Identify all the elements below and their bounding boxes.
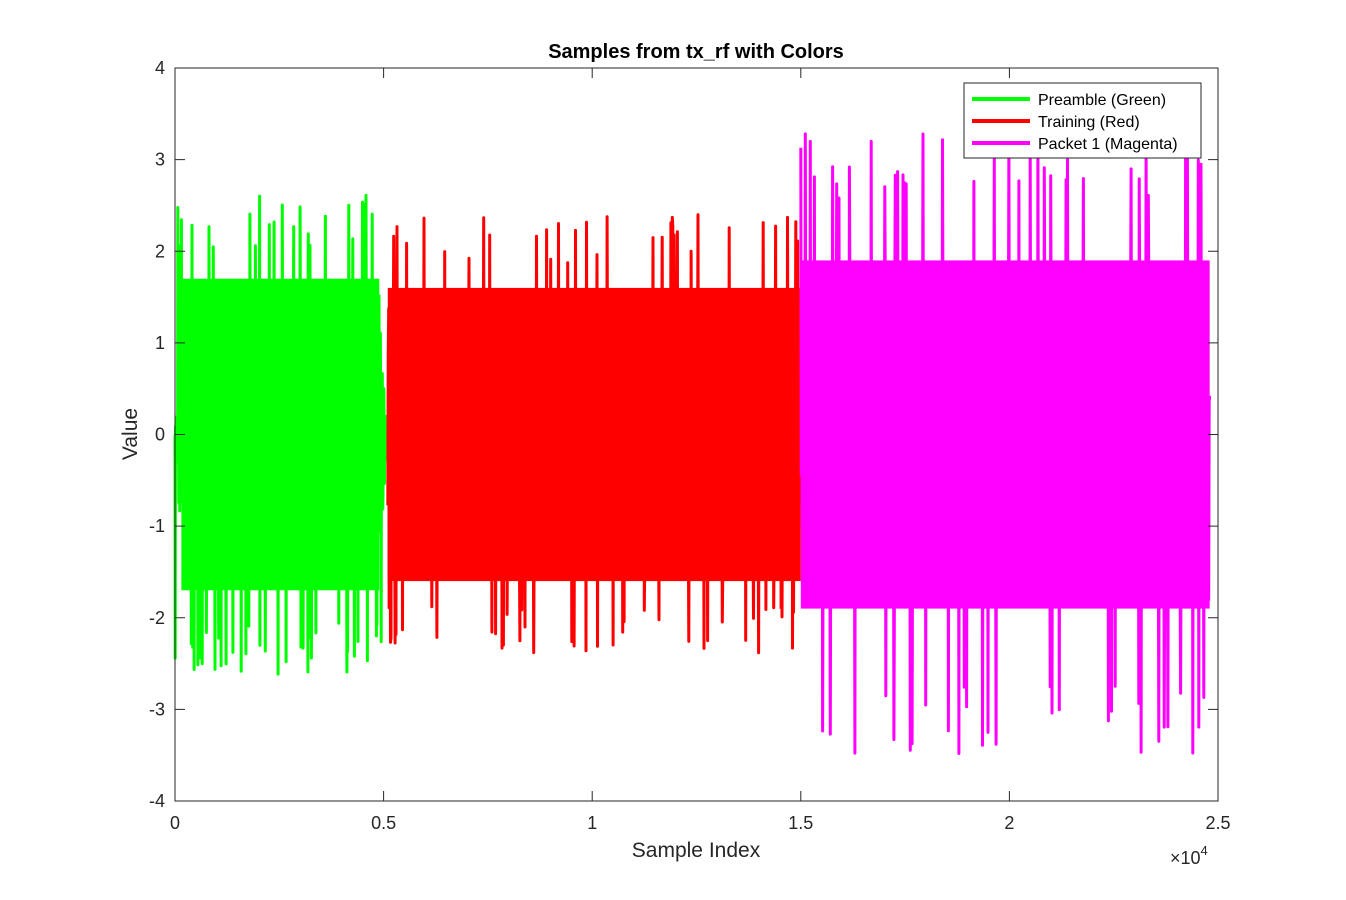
x-axis-exponent-power: 4 bbox=[1201, 843, 1208, 858]
legend: Preamble (Green) Training (Red) Packet 1 (… bbox=[963, 82, 1202, 159]
x-tick-label: 2 bbox=[1004, 813, 1014, 833]
series-band bbox=[800, 260, 1210, 609]
legend-label: Packet 1 (Magenta) bbox=[1038, 136, 1178, 153]
x-tick-label: 0.5 bbox=[371, 813, 396, 833]
ticks-layer: 0 0.5 1 1.5 2 2.5 4 3 2 1 0 -1 -2 -3 -4 bbox=[149, 58, 1231, 833]
y-tick-label: 0 bbox=[155, 425, 165, 445]
y-tick-label: 4 bbox=[155, 58, 165, 78]
x-tick-label: 1.5 bbox=[788, 813, 813, 833]
y-tick-label: -3 bbox=[149, 699, 165, 719]
y-tick-label: 3 bbox=[155, 150, 165, 170]
series-band bbox=[181, 278, 380, 591]
series-line bbox=[799, 132, 1212, 755]
x-tick-label: 0 bbox=[170, 813, 180, 833]
series-band bbox=[387, 287, 801, 582]
y-tick-label: -2 bbox=[149, 608, 165, 628]
series-layer bbox=[173, 132, 1212, 755]
x-tick-label: 1 bbox=[587, 813, 597, 833]
x-axis-exponent-base: ×10 bbox=[1170, 848, 1201, 868]
chart-title: Samples from tx_rf with Colors bbox=[548, 41, 844, 63]
series-line bbox=[173, 193, 390, 676]
y-axis-title: Value bbox=[119, 408, 142, 460]
y-tick-label: 2 bbox=[155, 241, 165, 261]
legend-label: Preamble (Green) bbox=[1038, 92, 1166, 109]
legend-label: Training (Red) bbox=[1038, 114, 1140, 131]
y-tick-label: -1 bbox=[149, 516, 165, 536]
x-tick-label: 2.5 bbox=[1205, 813, 1230, 833]
x-axis-title: Sample Index bbox=[632, 839, 761, 862]
x-axis-exponent: ×104 bbox=[1170, 843, 1208, 868]
y-tick-label: 1 bbox=[155, 333, 165, 353]
y-tick-label: -4 bbox=[149, 791, 165, 811]
series-line bbox=[386, 213, 803, 655]
